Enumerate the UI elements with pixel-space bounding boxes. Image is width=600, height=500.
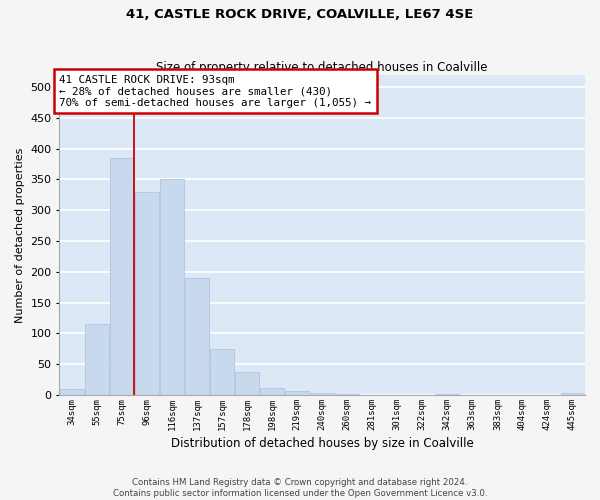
Text: 41, CASTLE ROCK DRIVE, COALVILLE, LE67 4SE: 41, CASTLE ROCK DRIVE, COALVILLE, LE67 4…	[127, 8, 473, 20]
X-axis label: Distribution of detached houses by size in Coalville: Distribution of detached houses by size …	[171, 437, 473, 450]
Text: 41 CASTLE ROCK DRIVE: 93sqm
← 28% of detached houses are smaller (430)
70% of se: 41 CASTLE ROCK DRIVE: 93sqm ← 28% of det…	[59, 74, 371, 108]
Y-axis label: Number of detached properties: Number of detached properties	[15, 147, 25, 322]
Bar	[560, 392, 584, 395]
Bar	[110, 158, 134, 395]
Bar	[310, 392, 334, 395]
Title: Size of property relative to detached houses in Coalville: Size of property relative to detached ho…	[157, 60, 488, 74]
Bar	[235, 372, 259, 395]
Bar	[335, 394, 359, 395]
Bar	[60, 389, 84, 395]
Bar	[85, 324, 109, 395]
Bar	[436, 394, 459, 395]
Bar	[185, 278, 209, 395]
Bar	[285, 392, 309, 395]
Bar	[160, 180, 184, 395]
Bar	[210, 349, 234, 395]
Bar	[260, 388, 284, 395]
Text: Contains HM Land Registry data © Crown copyright and database right 2024.
Contai: Contains HM Land Registry data © Crown c…	[113, 478, 487, 498]
Bar	[135, 192, 159, 395]
